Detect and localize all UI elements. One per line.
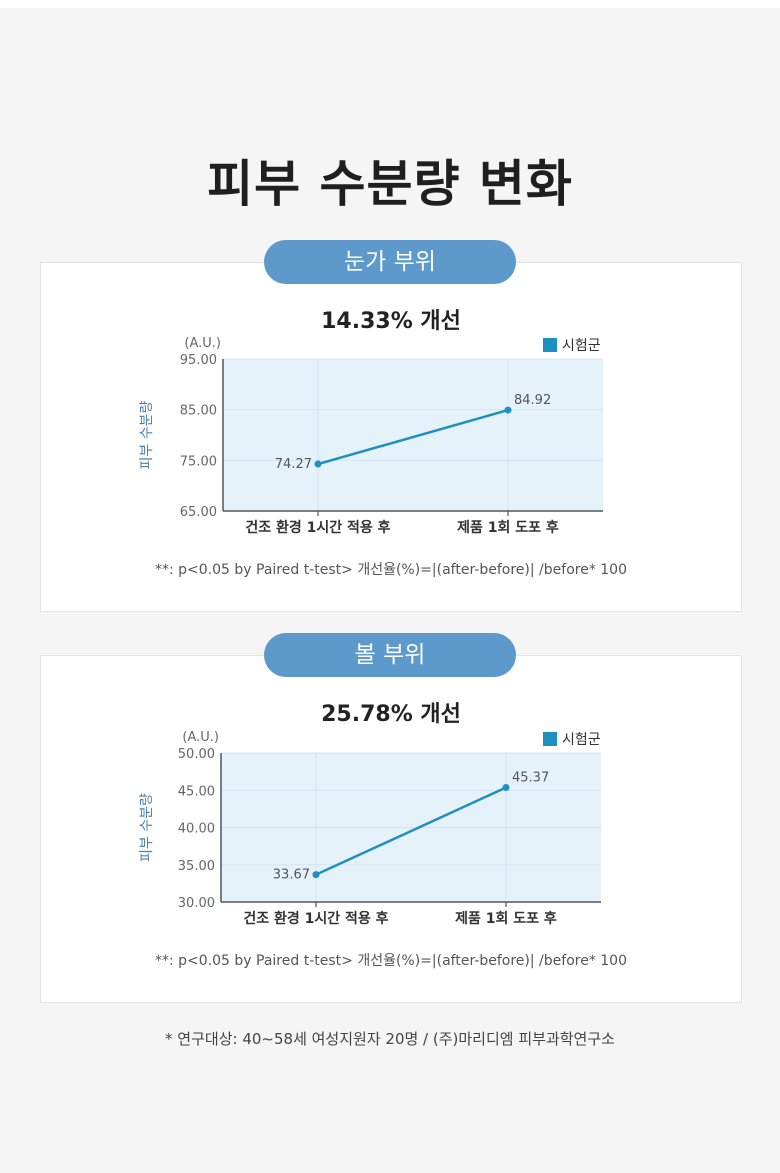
data-label: 84.92 bbox=[514, 393, 551, 408]
y-axis-title: 피부 수분량 bbox=[139, 400, 155, 469]
y-tick-label: 85.00 bbox=[180, 404, 217, 419]
y-tick-label: 65.00 bbox=[180, 505, 217, 520]
series-line bbox=[317, 408, 509, 466]
x-category-label: 건조 환경 1시간 적용 후 bbox=[245, 519, 390, 536]
y-tick-label: 30.00 bbox=[178, 896, 215, 911]
legend-label: 시험군 bbox=[562, 732, 601, 748]
stat-note: **: p<0.05 by Paired t-test> 개선율(%)=|(af… bbox=[155, 562, 627, 578]
y-tick-label: 35.00 bbox=[178, 859, 215, 874]
stat-note: **: p<0.05 by Paired t-test> 개선율(%)=|(af… bbox=[155, 953, 627, 969]
improvement-headline: 25.78% 개선 bbox=[321, 702, 461, 727]
data-label: 45.37 bbox=[512, 770, 549, 785]
data-label: 74.27 bbox=[275, 457, 312, 472]
y-unit-label: (A.U.) bbox=[184, 336, 221, 351]
y-tick-label: 75.00 bbox=[180, 454, 217, 469]
legend-swatch bbox=[543, 732, 557, 746]
data-label: 33.67 bbox=[273, 868, 310, 883]
section-pill-cheek: 볼 부위 bbox=[264, 633, 516, 677]
legend-label: 시험군 bbox=[562, 338, 601, 354]
data-point bbox=[312, 871, 320, 879]
improvement-headline: 14.33% 개선 bbox=[321, 309, 461, 334]
x-category-label: 제품 1회 도포 후 bbox=[455, 911, 557, 927]
chart-cheek-svg: 30.00 35.00 40.00 45.00 50.00 (A.U.) 피부 수분량건조 … bbox=[139, 730, 601, 927]
data-point bbox=[314, 460, 322, 468]
series-line bbox=[315, 786, 507, 876]
page: 피부 수분량 변화 65.00 75.00 85.00 95.00 (A.U.) 피부 수… bbox=[0, 8, 780, 1173]
study-footnote: * 연구대상: 40~58세 여성지원자 20명 / (주)마리디엠 피부과학연… bbox=[165, 1030, 615, 1048]
x-category-label: 건조 환경 1시간 적용 후 bbox=[243, 910, 388, 927]
legend-swatch bbox=[543, 338, 557, 352]
plot-area bbox=[223, 359, 603, 511]
x-category-label: 제품 1회 도포 후 bbox=[457, 520, 559, 536]
y-tick-label: 95.00 bbox=[180, 353, 217, 368]
data-point bbox=[502, 783, 510, 791]
section-pill-eye: 눈가 부위 bbox=[264, 240, 516, 284]
data-point bbox=[504, 406, 512, 414]
y-axis-title: 피부 수분량 bbox=[139, 793, 155, 862]
y-unit-label: (A.U.) bbox=[182, 730, 219, 745]
y-tick-label: 45.00 bbox=[178, 784, 215, 799]
y-tick-label: 40.00 bbox=[178, 822, 215, 837]
page-title: 피부 수분량 변화 bbox=[207, 155, 573, 213]
y-tick-label: 50.00 bbox=[178, 747, 215, 762]
